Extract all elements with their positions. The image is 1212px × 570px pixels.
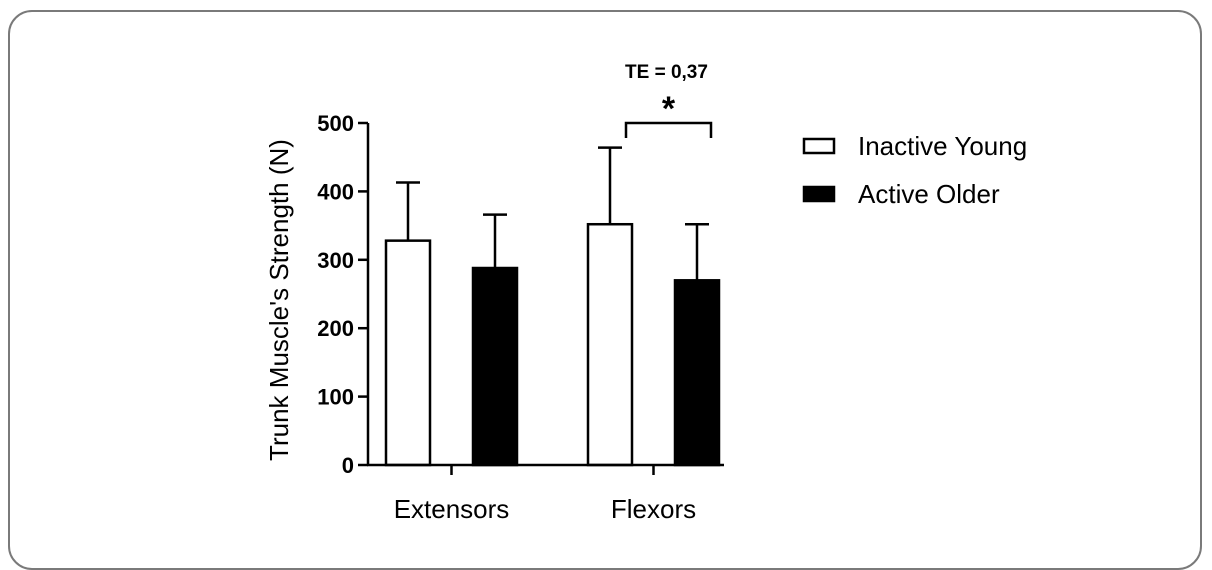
significance-star: * [662, 90, 676, 128]
bar-inactive-young-extensors [384, 239, 432, 467]
bar-active-older-extensors [471, 266, 519, 467]
y-tick-label: 0 [342, 453, 354, 478]
legend-label-active-older: Active Older [858, 179, 1000, 209]
y-tick-label: 200 [317, 316, 354, 341]
effect-size-label: TE = 0,37 [625, 62, 708, 83]
x-tick-label-flexors: Flexors [611, 494, 696, 524]
bars-group [384, 222, 721, 467]
error-bars-group [396, 146, 709, 281]
legend-swatch-inactive-young [802, 137, 836, 155]
y-ticks-group: 0 100 200 300 400 500 [317, 111, 368, 478]
bar-chart: 0 100 200 300 400 500 Extensors Flexors Trunk … [264, 62, 1027, 524]
bar-inactive-young-flexors [586, 222, 634, 467]
y-axis-label: Trunk Muscle's Strength (N) [264, 139, 294, 461]
x-tick-label-extensors: Extensors [394, 494, 510, 524]
legend: Inactive Young Active Older [802, 131, 1027, 209]
y-tick-label: 500 [317, 111, 354, 136]
legend-label-inactive-young: Inactive Young [858, 131, 1027, 161]
y-tick-label: 300 [317, 248, 354, 273]
x-ticks-group: Extensors Flexors [394, 465, 696, 524]
bar-active-older-flexors [673, 279, 721, 467]
y-tick-label: 100 [317, 385, 354, 410]
legend-swatch-active-older [802, 185, 836, 203]
y-tick-label: 400 [317, 179, 354, 204]
significance-bracket [624, 121, 713, 138]
